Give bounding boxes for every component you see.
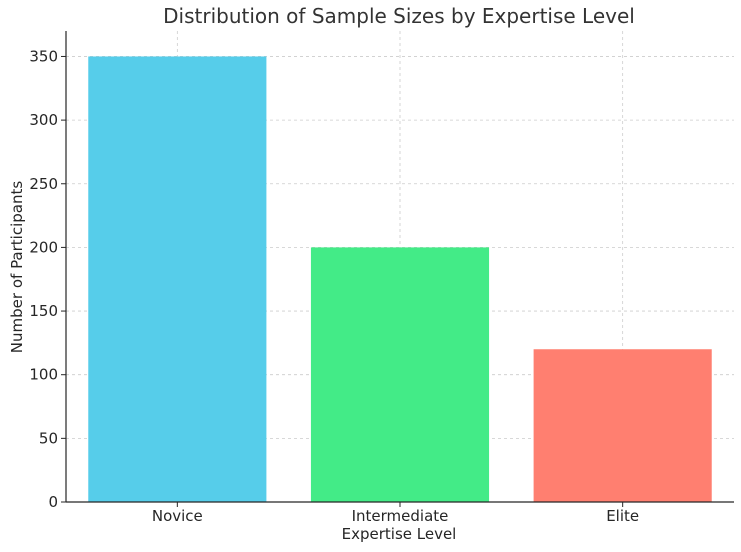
y-tick-label: 250	[29, 175, 58, 193]
x-tick-label: Novice	[152, 507, 203, 525]
x-tick-label: Intermediate	[352, 507, 449, 525]
y-tick-label: 100	[29, 366, 58, 384]
chart-title: Distribution of Sample Sizes by Expertis…	[163, 4, 635, 28]
ticks: 0 50 100 150 200 250 300 350 Novice Intermediate E…	[29, 47, 639, 525]
y-tick-label: 150	[29, 302, 58, 320]
y-tick-label: 50	[39, 429, 58, 447]
y-tick-label: 200	[29, 238, 58, 256]
y-axis-label: Number of Participants	[8, 181, 26, 354]
x-tick-label: Elite	[606, 507, 639, 525]
bars	[88, 56, 712, 502]
y-tick-label: 350	[29, 47, 58, 65]
x-axis-label: Expertise Level	[342, 525, 457, 543]
y-tick-label: 0	[48, 493, 58, 511]
bar-elite	[533, 349, 712, 502]
y-tick-label: 300	[29, 111, 58, 129]
bar-novice	[88, 56, 267, 502]
bar-intermediate	[310, 247, 490, 502]
